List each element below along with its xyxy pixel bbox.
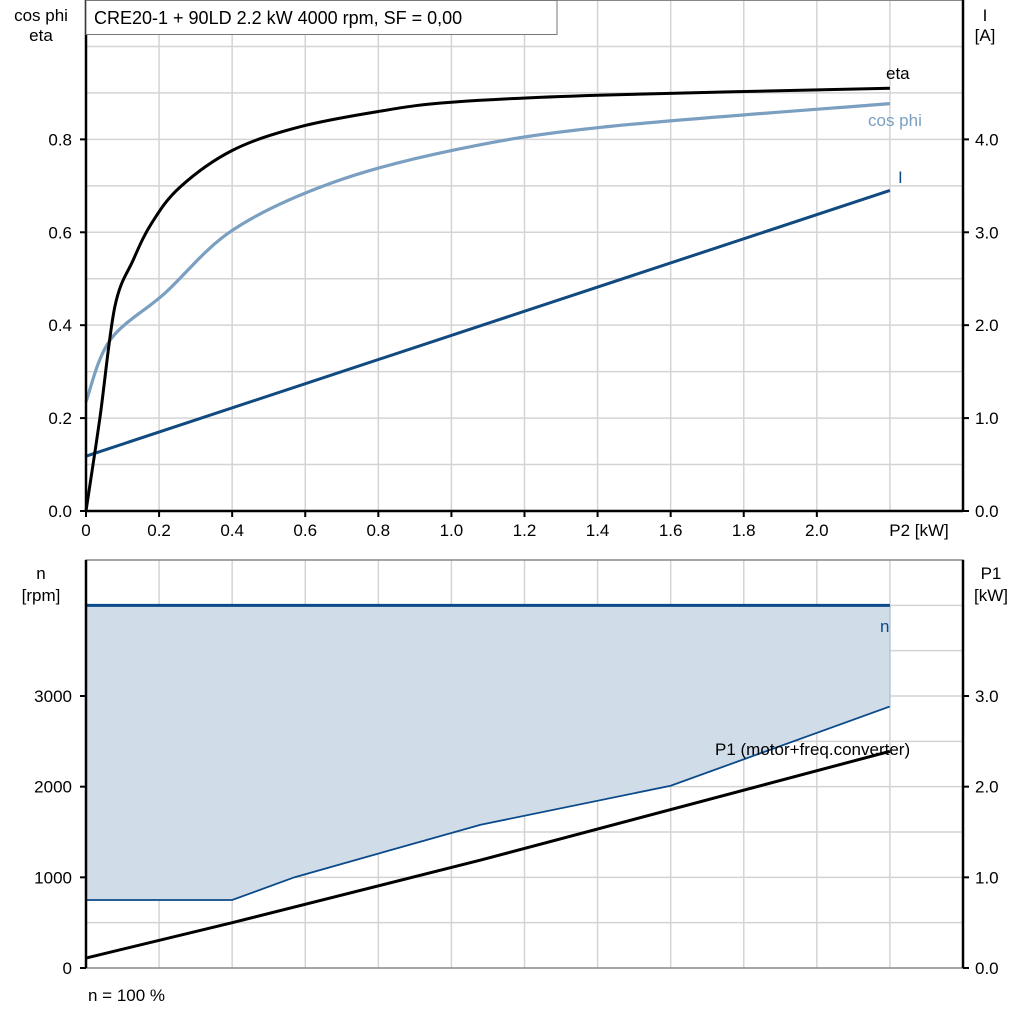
y-left-tick-label: 2000 [34,778,72,797]
speed-range-area [86,605,890,900]
x-tick-label: 0.8 [367,521,391,540]
y-right-tick-label: 0.0 [975,502,999,521]
y-right-tick-label: 1.0 [975,868,999,887]
y-right-label-kw: [kW] [974,586,1008,605]
cosphi-line [84,101,891,403]
y-right-tick-label: 3.0 [975,223,999,242]
title-box [85,0,558,35]
x-tick-label: 1.6 [659,521,683,540]
p1-line [85,749,891,960]
y-right-tick-label: 0.0 [975,959,999,978]
current-line [85,189,891,458]
chart-marks [84,86,891,960]
cosphi-label: cos phi [868,111,922,130]
chart-title: CRE20-1 + 90LD 2.2 kW 4000 rpm, SF = 0,0… [94,8,462,28]
y-right-label-i: I [983,6,988,25]
n-min-line [86,705,891,901]
y-right-tick-label: 2.0 [975,778,999,797]
y-left-label-eta: eta [29,26,53,45]
x-axis-label: P2 [kW] [889,521,949,540]
n-label: n [880,617,889,636]
x-tick-label: 0.2 [147,521,171,540]
x-tick-label: 0 [81,521,90,540]
y-right-label-p1: P1 [981,564,1002,583]
y-left-tick-label: 0 [63,959,72,978]
footnote: n = 100 % [88,986,165,1005]
current-label: I [898,168,903,187]
x-tick-label: 1.4 [586,521,610,540]
x-tick-label: 0.6 [293,521,317,540]
y-right-tick-label: 4.0 [975,130,999,149]
axes: 0 0.2 0.4 0.6 0.8 1.0 1.2 1.4 1.6 1.8 2.0 0.0 0.2 0.4… [34,0,999,978]
y-left-label-rpm: [rpm] [22,586,61,605]
y-left-tick-label: 3000 [34,687,72,706]
y-left-label-cosphi: cos phi [14,6,68,25]
y-right-tick-label: 3.0 [975,687,999,706]
x-tick-label: 0.4 [220,521,244,540]
eta-label: eta [886,64,910,83]
y-right-tick-label: 2.0 [975,316,999,335]
x-tick-label: 1.2 [513,521,537,540]
y-left-tick-label: 0.8 [48,130,72,149]
y-left-tick-label: 1000 [34,868,72,887]
eta-line [84,86,890,512]
y-left-tick-label: 0.6 [48,223,72,242]
p1-label: P1 (motor+freq.converter) [715,740,910,759]
grid-top [86,0,964,511]
y-left-tick-label: 0.4 [48,316,72,335]
x-tick-label: 2.0 [805,521,829,540]
x-tick-label: 1.0 [440,521,464,540]
y-right-tick-label: 1.0 [975,409,999,428]
y-left-tick-label: 0.0 [48,502,72,521]
x-tick-label: 1.8 [732,521,756,540]
y-left-label-n: n [36,564,45,583]
y-left-tick-label: 0.2 [48,409,72,428]
y-right-label-unit-a: [A] [975,26,996,45]
